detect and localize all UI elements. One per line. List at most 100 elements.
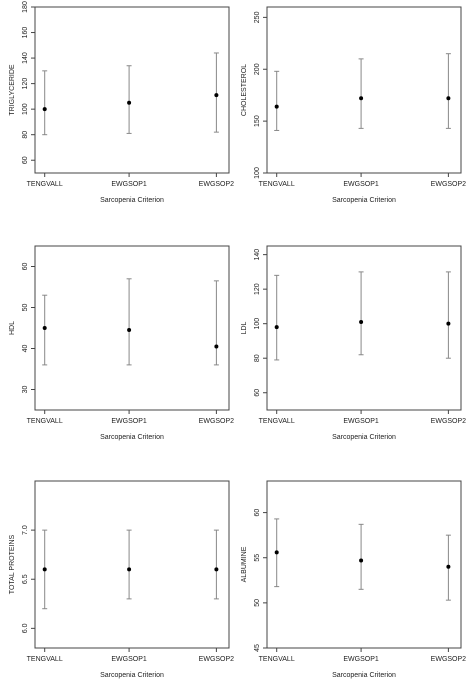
x-tick-label: TENGVALL (259, 181, 295, 188)
chart-panel-1: 60 80 100 120 140 160 180 TENGVALL EWGSOP1 EWGSOP… (9, 1, 234, 204)
y-tick-label: 100 (254, 167, 261, 179)
x-tick-label: TENGVALL (27, 418, 63, 425)
error-bar (42, 294, 48, 366)
x-tick-label: TENGVALL (27, 181, 63, 188)
data-point (127, 328, 132, 333)
x-tick-label: EWGSOP2 (431, 418, 467, 425)
chart-panel-3: 30 40 50 60 TENGVALL EWGSOP1 EWGSOP2 Sarcopenia… (9, 245, 235, 441)
data-point (274, 550, 279, 555)
x-axis-label: Sarcopenia Criterion (100, 672, 164, 679)
error-bar (358, 271, 364, 356)
y-tick-label: 55 (254, 554, 261, 562)
plot-frame (266, 6, 462, 174)
data-point (359, 96, 364, 101)
error-bar (213, 52, 219, 133)
chart-panel-5: 6.0 6.5 7.0 TENGVALL EWGSOP1 EWGSOP2 Sarcopeni… (9, 480, 235, 679)
x-tick-label: EWGSOP1 (111, 181, 147, 188)
data-point (359, 319, 364, 324)
x-tick-label: EWGSOP1 (111, 656, 147, 663)
chart-panel-4: 60 80 100 120 140 TENGVALL EWGSOP1 EWGSOP2 Sarco… (241, 245, 467, 441)
error-bar (126, 278, 132, 366)
y-axis-label: TRIGLYCERIDE (9, 64, 16, 116)
y-tick-label: 30 (22, 386, 29, 394)
y-tick-label: 80 (254, 354, 261, 362)
x-tick-label: TENGVALL (27, 656, 63, 663)
data-point (127, 100, 132, 105)
x-tick-label: EWGSOP2 (431, 656, 467, 663)
x-tick-label: EWGSOP2 (199, 418, 235, 425)
x-tick-label: EWGSOP2 (199, 656, 235, 663)
y-tick-label: 200 (254, 63, 261, 75)
y-tick-label: 150 (254, 115, 261, 127)
data-point (214, 93, 219, 98)
error-bar (445, 271, 451, 359)
error-bar (126, 65, 132, 134)
y-axis-label: LDL (241, 321, 248, 334)
x-axis-label: Sarcopenia Criterion (332, 434, 396, 441)
y-tick-label: 40 (22, 345, 29, 353)
error-bar (445, 53, 451, 129)
y-tick-label: 50 (22, 304, 29, 312)
data-point (274, 325, 279, 330)
error-bar (274, 70, 280, 131)
x-axis-label: Sarcopenia Criterion (100, 434, 164, 441)
error-bar (42, 70, 48, 136)
plot-frame (34, 6, 230, 174)
error-bar (213, 280, 219, 366)
plot-frame (266, 245, 462, 411)
x-tick-label: TENGVALL (259, 418, 295, 425)
y-tick-label: 100 (22, 103, 29, 115)
y-axis-label: ALBUMINE (241, 546, 248, 582)
x-tick-label: EWGSOP1 (111, 418, 147, 425)
y-tick-label: 120 (22, 78, 29, 90)
error-bar (358, 523, 364, 590)
data-point (42, 567, 47, 572)
error-bar (274, 274, 280, 361)
x-axis-label: Sarcopenia Criterion (332, 672, 396, 679)
plot-frame (34, 480, 230, 649)
y-tick-label: 45 (254, 644, 261, 652)
data-point (127, 567, 132, 572)
error-bar (358, 58, 364, 129)
y-tick-label: 60 (254, 509, 261, 517)
y-tick-label: 7.0 (22, 525, 29, 535)
data-point (214, 567, 219, 572)
y-tick-label: 120 (254, 283, 261, 295)
y-tick-label: 100 (254, 318, 261, 330)
y-axis-label: HDL (9, 321, 16, 335)
data-point (214, 344, 219, 349)
y-tick-label: 6.5 (22, 574, 29, 584)
data-point (446, 564, 451, 569)
y-axis-label: TOTAL PROTEINS (9, 534, 16, 594)
data-point (446, 96, 451, 101)
y-tick-label: 180 (22, 1, 29, 13)
x-tick-label: EWGSOP1 (343, 656, 379, 663)
x-tick-label: EWGSOP2 (199, 181, 235, 188)
y-tick-label: 6.0 (22, 623, 29, 633)
y-tick-label: 140 (22, 52, 29, 64)
y-tick-label: 60 (22, 156, 29, 164)
y-tick-label: 60 (254, 389, 261, 397)
data-point (274, 104, 279, 109)
chart-panel-2: 100 150 200 250 TENGVALL EWGSOP1 EWGSOP2 Sarcop… (241, 6, 467, 204)
chart-panel-6: 45 50 55 60 TENGVALL EWGSOP1 EWGSOP2 Sarcopenia… (241, 480, 467, 679)
x-axis-label: Sarcopenia Criterion (332, 197, 396, 204)
y-tick-label: 250 (254, 11, 261, 23)
plot-frame (34, 245, 230, 411)
x-tick-label: TENGVALL (259, 656, 295, 663)
y-axis-label: CHOLESTEROL (241, 64, 248, 116)
x-tick-label: EWGSOP1 (343, 418, 379, 425)
error-bar (213, 529, 219, 600)
y-tick-label: 140 (254, 249, 261, 261)
y-tick-label: 80 (22, 131, 29, 139)
y-tick-label: 160 (22, 27, 29, 39)
x-tick-label: EWGSOP2 (431, 181, 467, 188)
x-tick-label: EWGSOP1 (343, 181, 379, 188)
error-bar (126, 529, 132, 600)
plot-frame (266, 480, 462, 649)
x-axis-label: Sarcopenia Criterion (100, 197, 164, 204)
data-point (42, 107, 47, 112)
data-point (446, 321, 451, 326)
y-tick-label: 50 (254, 599, 261, 607)
